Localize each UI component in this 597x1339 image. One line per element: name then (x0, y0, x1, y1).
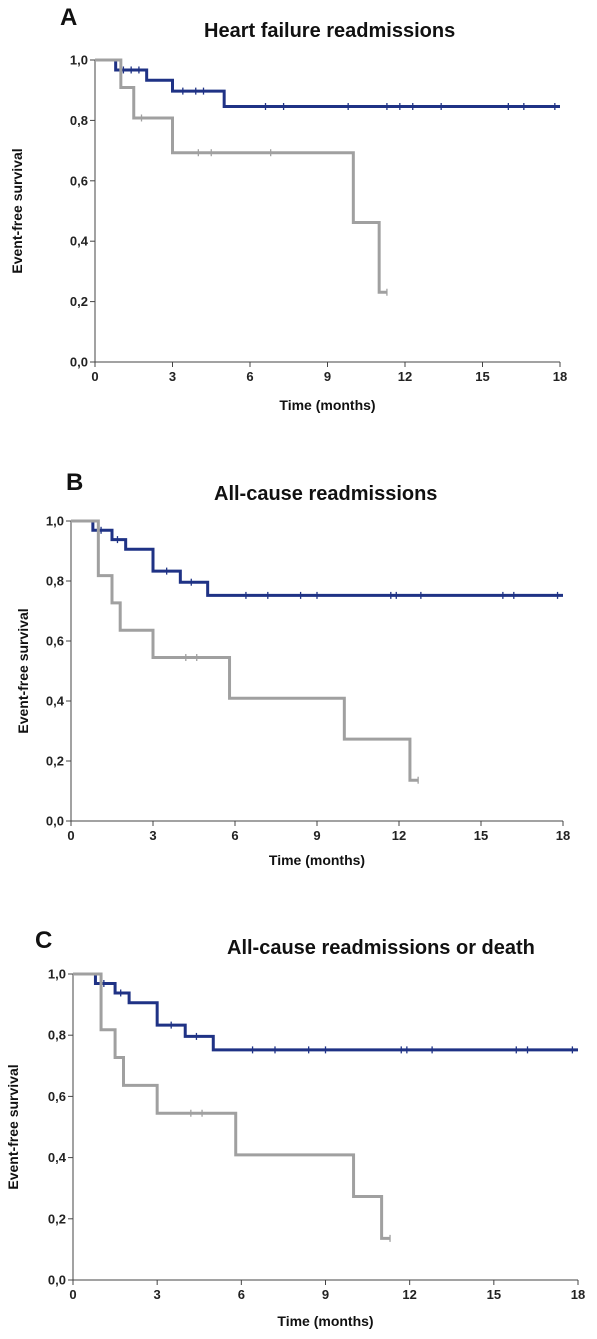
chart-panel-b: B All-cause readmissions 0 3 6 9 12 15 18 0,0 0,… (0, 447, 597, 893)
y-axis-title: Event-free survival (5, 1064, 21, 1189)
x-tick-label: 6 (246, 369, 253, 384)
y-tick-label: 0,2 (48, 1211, 66, 1226)
x-tick-label: 18 (571, 1287, 585, 1302)
x-tick-label: 9 (322, 1287, 329, 1302)
x-tick-label: 18 (553, 369, 567, 384)
survival-line-gray (95, 58, 387, 294)
y-tick-label: 0,8 (48, 1028, 66, 1043)
survival-line-gray (71, 519, 419, 782)
y-tick-label: 1,0 (48, 967, 66, 982)
y-tick-label: 0,4 (48, 1150, 67, 1165)
x-tick-label: 18 (556, 828, 570, 843)
x-tick-label: 3 (149, 828, 156, 843)
survival-line-gray (73, 972, 391, 1240)
y-axis-title: Event-free survival (15, 608, 31, 733)
x-tick-label: 6 (231, 828, 238, 843)
x-tick-label: 0 (91, 369, 98, 384)
chart-title: All-cause readmissions or death (227, 937, 535, 959)
x-tick-label: 12 (402, 1287, 416, 1302)
survival-chart-c: 0 3 6 9 12 15 18 0,0 0,2 0,4 0,6 0,8 1,0 Time (months… (5, 967, 585, 1330)
y-tick-label: 0,6 (46, 634, 64, 649)
survival-line-dark (95, 58, 560, 109)
x-tick-label: 9 (313, 828, 320, 843)
y-tick-label: 0,8 (70, 113, 88, 128)
x-tick-label: 0 (69, 1287, 76, 1302)
x-tick-label: 0 (67, 828, 74, 843)
x-tick-label: 3 (154, 1287, 161, 1302)
y-tick-label: 0,4 (46, 694, 65, 709)
x-tick-label: 15 (475, 369, 489, 384)
survival-chart-a: 0 3 6 9 12 15 18 0,0 0,2 0,4 0,6 0,8 1,0 Time (months… (9, 53, 567, 414)
panel-letter: B (66, 469, 84, 496)
y-tick-label: 0,6 (70, 173, 88, 188)
chart-title: Heart failure readmissions (204, 20, 456, 42)
chart-panel-c: C All-cause readmissions or death 0 3 6 9 12… (0, 893, 597, 1339)
x-tick-label: 6 (238, 1287, 245, 1302)
y-tick-label: 1,0 (46, 514, 64, 529)
panel-letter: C (35, 927, 53, 954)
x-tick-label: 3 (169, 369, 176, 384)
x-tick-label: 15 (474, 828, 488, 843)
y-tick-label: 0,0 (46, 814, 64, 829)
panel-letter: A (60, 4, 78, 31)
y-axis-title: Event-free survival (9, 148, 25, 273)
y-tick-label: 0,6 (48, 1089, 66, 1104)
y-tick-label: 1,0 (70, 53, 88, 68)
x-axis-title: Time (months) (269, 852, 365, 868)
survival-line-dark (73, 972, 578, 1052)
chart-panel-a: A Heart failure readmissions 0 3 6 9 12 15 18 0… (0, 0, 597, 440)
x-tick-label: 12 (398, 369, 412, 384)
x-tick-label: 9 (324, 369, 331, 384)
y-tick-label: 0,0 (48, 1273, 66, 1288)
survival-line-dark (71, 519, 563, 597)
x-axis-title: Time (months) (277, 1313, 373, 1329)
x-tick-label: 12 (392, 828, 406, 843)
x-tick-label: 15 (487, 1287, 501, 1302)
y-tick-label: 0,0 (70, 355, 88, 370)
x-axis-title: Time (months) (279, 397, 375, 413)
y-tick-label: 0,2 (70, 294, 88, 309)
survival-chart-b: 0 3 6 9 12 15 18 0,0 0,2 0,4 0,6 0,8 1,0 Time (months… (15, 514, 570, 869)
y-tick-label: 0,2 (46, 754, 64, 769)
y-tick-label: 0,8 (46, 574, 64, 589)
chart-title: All-cause readmissions (214, 483, 438, 505)
y-tick-label: 0,4 (70, 234, 89, 249)
